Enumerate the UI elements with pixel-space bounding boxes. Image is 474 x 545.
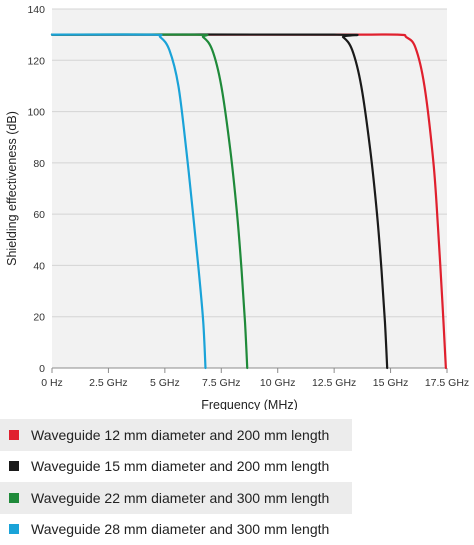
legend-label: Waveguide 22 mm diameter and 300 mm leng…	[31, 489, 330, 506]
legend-item-15mm[interactable]: Waveguide 15 mm diameter and 200 mm leng…	[0, 451, 352, 483]
x-tick-label: 15 GHz	[373, 377, 409, 389]
legend-label: Waveguide 15 mm diameter and 200 mm leng…	[31, 458, 330, 475]
x-tick-label: 5 GHz	[150, 377, 180, 389]
legend-label: Waveguide 28 mm diameter and 300 mm leng…	[31, 521, 330, 538]
legend-swatch	[9, 461, 19, 472]
y-tick-label: 140	[27, 4, 45, 16]
x-axis-title: Frequency (MHz)	[201, 398, 298, 410]
legend-item-28mm[interactable]: Waveguide 28 mm diameter and 300 mm leng…	[0, 514, 352, 545]
y-tick-label: 80	[33, 158, 45, 170]
legend-item-12mm[interactable]: Waveguide 12 mm diameter and 200 mm leng…	[0, 419, 352, 451]
legend-swatch	[9, 492, 19, 503]
shielding-chart: 0 20 40 60 80 100 120 140 0 Hz 2.5 GHz 5 GHz 7.5 GH…	[5, 4, 469, 410]
x-tick-label: 17.5 GHz	[425, 377, 469, 389]
series-line-4	[50, 33, 207, 370]
legend-label: Waveguide 12 mm diameter and 200 mm leng…	[31, 426, 330, 443]
plot-background	[52, 9, 447, 368]
legend: Waveguide 12 mm diameter and 200 mm leng…	[0, 419, 352, 545]
legend-swatch	[9, 524, 19, 535]
x-tick-label: 2.5 GHz	[89, 377, 128, 389]
x-tick-label: 10 GHz	[260, 377, 296, 389]
x-tick-label: 12.5 GHz	[312, 377, 356, 389]
y-tick-label: 0	[39, 363, 45, 375]
y-tick-label: 20	[33, 312, 45, 324]
legend-item-22mm[interactable]: Waveguide 22 mm diameter and 300 mm leng…	[0, 482, 352, 514]
series-lines	[50, 33, 447, 370]
y-tick-label: 120	[27, 55, 45, 67]
y-tick-label: 60	[33, 209, 45, 221]
axes: 0 20 40 60 80 100 120 140 0 Hz 2.5 GHz 5 GHz 7.5 GH…	[27, 4, 469, 389]
x-tick-label: 0 Hz	[41, 377, 63, 389]
gridlines	[52, 8, 447, 369]
y-tick-label: 100	[27, 107, 45, 119]
y-axis-title: Shielding effectiveness (dB)	[5, 111, 19, 266]
legend-swatch	[9, 429, 19, 440]
x-tick-label: 7.5 GHz	[202, 377, 241, 389]
series-line-2	[50, 33, 389, 370]
y-tick-label: 40	[33, 260, 45, 272]
series-line-3	[50, 33, 249, 370]
